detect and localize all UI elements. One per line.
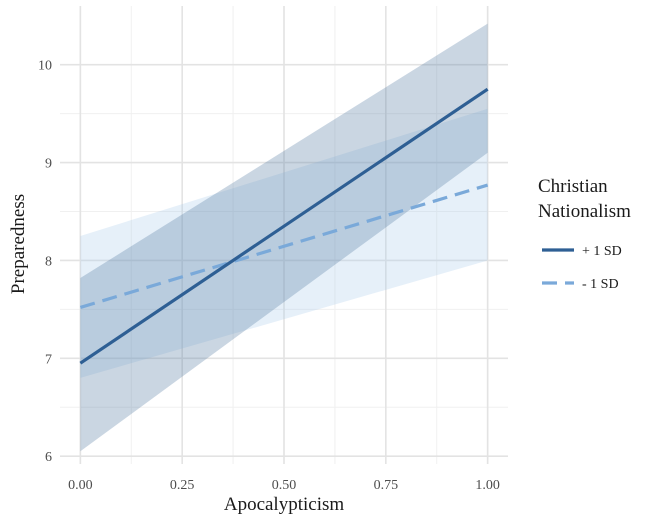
series-line-2	[79, 183, 489, 309]
legend-label-series-1: + 1 SD	[582, 244, 622, 259]
y-tick-label: 7	[45, 352, 52, 367]
series-line-1	[79, 87, 489, 365]
y-tick-label: 8	[45, 254, 52, 269]
ci-band-series-2	[80, 108, 488, 378]
x-tick-label: 1.00	[475, 478, 500, 493]
x-tick-label: 0.75	[374, 478, 399, 493]
legend: Christian Nationalism + 1 SD - 1 SD	[538, 176, 631, 292]
confidence-bands	[80, 23, 488, 452]
legend-title-line-2: Nationalism	[538, 201, 631, 222]
legend-label-series-2: - 1 SD	[582, 277, 619, 292]
y-tick-label: 9	[45, 157, 52, 172]
y-axis-title: Preparedness	[8, 194, 29, 294]
grid-major	[60, 6, 508, 464]
series-lines	[79, 87, 489, 365]
legend-title-line-1: Christian	[538, 176, 608, 197]
y-tick-label: 10	[38, 59, 52, 74]
legend-items: + 1 SD - 1 SD	[542, 244, 622, 292]
y-tick-label: 6	[45, 450, 52, 465]
x-tick-label: 0.25	[170, 478, 195, 493]
x-tick-label: 0.50	[272, 478, 297, 493]
x-axis-title: Apocalypticism	[224, 494, 345, 515]
ci-band-series-1	[80, 23, 488, 452]
x-tick-label: 0.00	[68, 478, 93, 493]
tick-labels: 0.00 0.25 0.50 0.75 1.00 6 7 8 9 10	[38, 59, 500, 493]
